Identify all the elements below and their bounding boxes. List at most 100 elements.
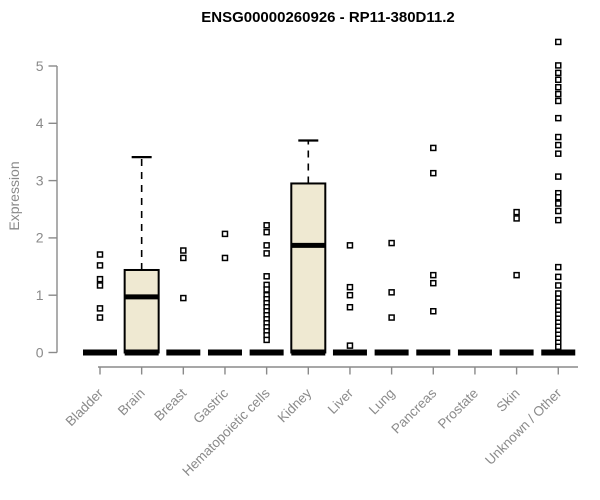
- outlier-point: [555, 97, 562, 105]
- outlier-point: [430, 307, 437, 315]
- box-gastric: [207, 230, 242, 356]
- outlier-point: [263, 242, 270, 249]
- outlier-point: [221, 230, 229, 238]
- outlier-point: [555, 90, 562, 98]
- y-axis-label: Expression: [6, 161, 22, 230]
- box-liver: [332, 242, 367, 356]
- outlier-point: [346, 303, 354, 311]
- outlier-point: [346, 291, 354, 299]
- outlier-point: [388, 314, 395, 321]
- outlier-point: [430, 271, 437, 279]
- x-category-label: Liver: [325, 385, 357, 417]
- outlier-point: [513, 271, 520, 279]
- outlier-point: [388, 239, 395, 247]
- outlier-point: [555, 207, 562, 215]
- outlier-point: [346, 342, 354, 349]
- outlier-point: [430, 279, 437, 287]
- outlier-point: [555, 343, 562, 351]
- outlier-point: [430, 144, 437, 152]
- y-tick-label: 2: [36, 230, 44, 246]
- outlier-point: [555, 263, 562, 271]
- outlier-point: [263, 222, 270, 229]
- zero-bar: [499, 349, 534, 356]
- outlier-point: [221, 254, 229, 262]
- outlier-point: [555, 150, 562, 157]
- outlier-point: [555, 141, 562, 149]
- box-prostate: [457, 349, 492, 356]
- outlier-point: [513, 208, 520, 216]
- x-category-label: Brain: [115, 386, 148, 419]
- outlier-point: [555, 76, 562, 84]
- outlier-point: [555, 83, 562, 91]
- zero-bar: [332, 349, 367, 356]
- x-category-label: Unknown / Other: [482, 385, 565, 468]
- iqr-box: [290, 182, 327, 354]
- outlier-point: [180, 247, 187, 254]
- box-skin: [499, 208, 534, 356]
- outlier-point: [263, 336, 270, 344]
- zero-bar: [207, 349, 242, 356]
- zero-bar: [541, 349, 576, 356]
- outlier-point: [96, 314, 104, 321]
- outlier-point: [96, 305, 104, 312]
- outlier-point: [180, 254, 187, 262]
- zero-bar: [457, 349, 492, 356]
- outlier-point: [96, 251, 104, 258]
- chart-title: ENSG00000260926 - RP11-380D11.2: [201, 9, 455, 26]
- y-tick-label: 4: [36, 115, 44, 131]
- x-category-label: Prostate: [435, 386, 481, 432]
- outlier-point: [180, 294, 187, 302]
- box-kidney: [290, 139, 327, 356]
- outlier-point: [346, 242, 354, 249]
- outlier-point: [430, 169, 437, 177]
- outlier-point: [555, 38, 562, 46]
- outlier-point: [555, 290, 562, 297]
- outlier-point: [555, 200, 562, 207]
- outlier-point: [263, 286, 270, 293]
- outlier-point: [555, 216, 562, 224]
- x-category-label: Lung: [366, 386, 398, 418]
- box-bladder: [83, 251, 117, 356]
- outlier-point: [513, 215, 520, 222]
- zero-bar: [249, 349, 284, 356]
- outlier-point: [96, 275, 104, 283]
- x-category-label: Breast: [151, 385, 189, 423]
- x-category-label: Bladder: [63, 385, 107, 429]
- outlier-point: [555, 62, 562, 69]
- box-brain: [123, 156, 160, 356]
- outlier-point: [263, 250, 270, 257]
- box-hematopoietic-cells: [249, 222, 284, 356]
- box-lung: [374, 239, 409, 356]
- outlier-point: [555, 273, 562, 281]
- iqr-box: [123, 268, 160, 354]
- y-tick-label: 0: [36, 344, 44, 360]
- box-breast: [166, 247, 201, 356]
- outlier-point: [555, 69, 562, 77]
- outlier-point: [555, 133, 562, 141]
- x-category-label: Pancreas: [388, 385, 439, 436]
- zero-bar: [166, 349, 201, 356]
- outlier-point: [555, 282, 562, 289]
- outlier-point: [96, 282, 104, 289]
- y-tick-label: 1: [36, 287, 44, 303]
- zero-bar: [291, 349, 326, 356]
- zero-bar: [124, 349, 159, 356]
- outlier-point: [263, 228, 270, 236]
- x-category-label: Kidney: [275, 385, 315, 425]
- outlier-point: [555, 114, 562, 122]
- y-tick-label: 5: [36, 58, 44, 74]
- box-pancreas: [416, 144, 451, 356]
- zero-bar: [374, 349, 409, 356]
- x-category-label: Skin: [494, 386, 523, 415]
- outlier-point: [555, 173, 562, 180]
- zero-bar: [416, 349, 451, 356]
- outlier-point: [388, 289, 395, 296]
- outlier-point: [346, 283, 354, 291]
- y-tick-label: 3: [36, 172, 44, 188]
- outlier-point: [555, 193, 562, 201]
- box-unknown-other: [541, 38, 576, 356]
- outlier-point: [96, 262, 104, 269]
